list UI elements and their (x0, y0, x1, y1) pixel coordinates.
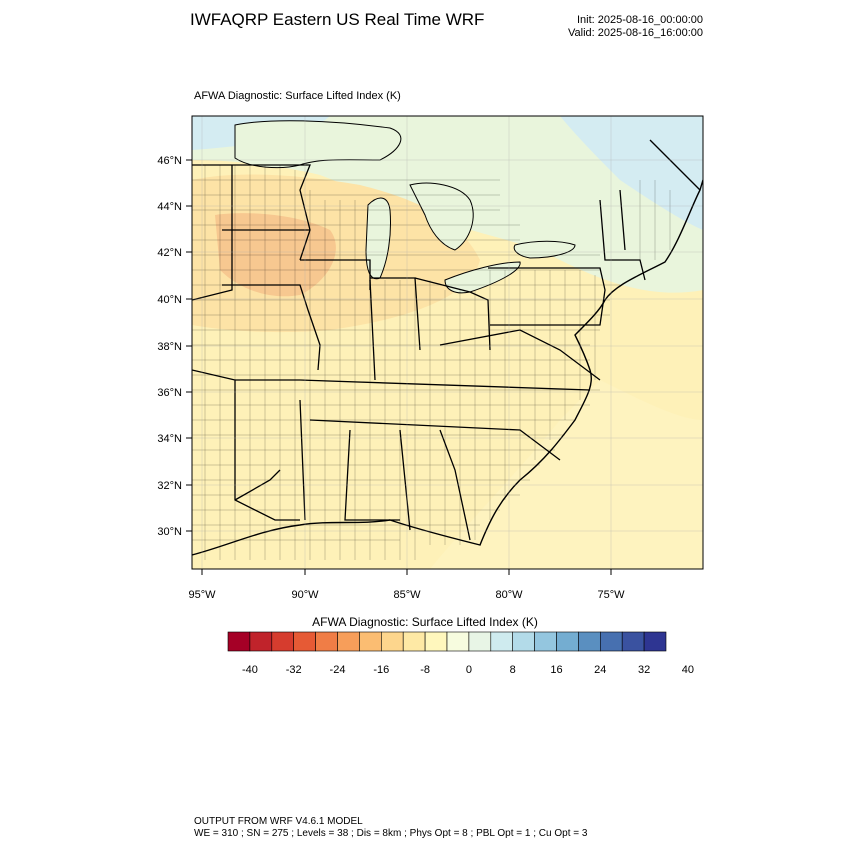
lat-label: 44°N (157, 201, 182, 213)
valid-time: Valid: 2025-08-16_16:00:00 (568, 27, 703, 39)
colorbar-swatch (643, 631, 667, 652)
colorbar-tick-label: -40 (242, 664, 258, 676)
colorbar-tick-label: 8 (510, 664, 516, 676)
lat-label: 30°N (157, 526, 182, 538)
colorbar-swatch (337, 631, 360, 652)
colorbar-swatch (556, 631, 579, 652)
colorbar-swatch (271, 631, 294, 652)
lat-label: 32°N (157, 480, 182, 492)
lake-ontario (513, 240, 576, 259)
map-area (192, 116, 703, 569)
colorbar-swatch (578, 631, 601, 652)
colorbar-tick-label: -24 (330, 664, 346, 676)
lat-label: 40°N (157, 294, 182, 306)
colorbar-swatch (315, 631, 338, 652)
lat-label: 34°N (157, 433, 182, 445)
colorbar-swatch (424, 631, 448, 652)
great-lakes (234, 120, 576, 294)
colorbar-tick-label: -32 (286, 664, 302, 676)
lake-huron (409, 182, 474, 251)
colorbar-tick-label: -16 (373, 664, 389, 676)
map-frame (191, 115, 704, 570)
colorbar-tick-label: 0 (466, 664, 472, 676)
footer-run-config: WE = 310 ; SN = 275 ; Levels = 38 ; Dis … (194, 828, 588, 839)
lon-label: 80°W (495, 589, 523, 601)
colorbar-swatch (446, 631, 470, 652)
lat-label: 38°N (157, 341, 182, 353)
field-cooler-northeast (560, 116, 703, 230)
colorbar: -40 -32 -24 -16 -8 0 8 16 24 32 40 (227, 631, 694, 676)
axis-ticks (186, 159, 612, 575)
colorbar-swatch (468, 631, 492, 652)
colorbar-swatch (227, 631, 251, 652)
colorbar-swatch (534, 631, 557, 652)
colorbar-title: AFWA Diagnostic: Surface Lifted Index (K… (312, 615, 538, 629)
panel-label: AFWA Diagnostic: Surface Lifted Index (K… (194, 90, 401, 102)
colorbar-swatch (402, 631, 426, 652)
lon-label: 95°W (188, 589, 216, 601)
colorbar-swatch (293, 631, 316, 652)
field-warm-core (215, 213, 336, 297)
lat-label: 46°N (157, 155, 182, 167)
latitude-labels: 46°N 44°N 42°N 40°N 38°N 36°N 34°N 32°N 30°N (157, 155, 182, 538)
colorbar-swatch (512, 631, 535, 652)
colorbar-swatch (621, 631, 645, 652)
colorbar-tick-label: 40 (682, 664, 694, 676)
field-ocean (430, 380, 703, 569)
lon-label: 75°W (597, 589, 625, 601)
colorbar-tick-label: 16 (550, 664, 562, 676)
colorbar-swatch (490, 631, 513, 652)
graticule (192, 116, 703, 569)
colorbar-swatch (380, 631, 404, 652)
lon-label: 90°W (291, 589, 319, 601)
longitude-labels: 95°W 90°W 85°W 80°W 75°W (188, 589, 625, 601)
colorbar-swatch (599, 631, 623, 652)
figure-title: IWFAQRP Eastern US Real Time WRF (190, 10, 485, 29)
colorbar-tick-label: 32 (638, 664, 650, 676)
colorbar-tick-label: -8 (420, 664, 430, 676)
footer-model-info: OUTPUT FROM WRF V4.6.1 MODEL (194, 816, 363, 827)
colorbar-tick-label: 24 (594, 664, 606, 676)
lat-label: 36°N (157, 387, 182, 399)
county-borders (192, 165, 671, 560)
init-time: Init: 2025-08-16_00:00:00 (577, 14, 703, 26)
lon-label: 85°W (393, 589, 421, 601)
colorbar-swatch (359, 631, 382, 652)
lat-label: 42°N (157, 247, 182, 259)
colorbar-swatch (249, 631, 273, 652)
